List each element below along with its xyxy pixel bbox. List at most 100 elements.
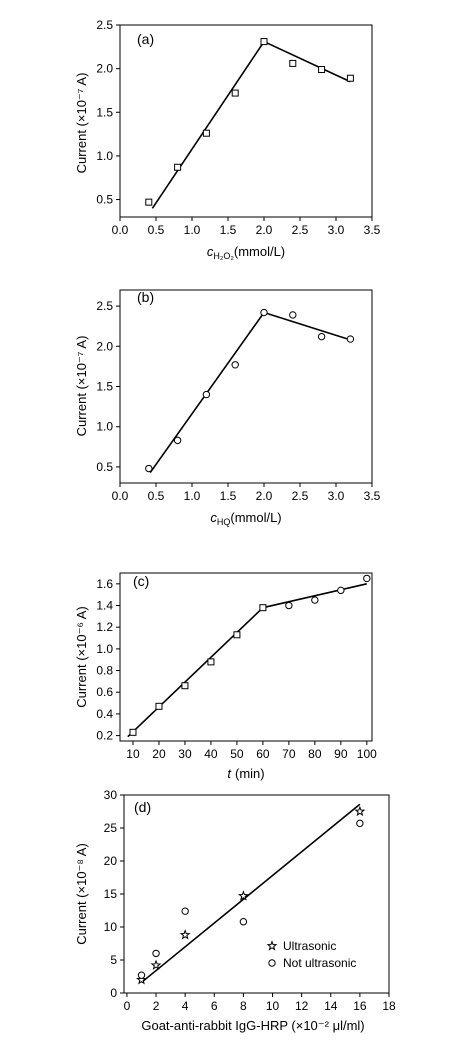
- y-tick-label: 0.5: [96, 460, 113, 474]
- x-tick-label: 3.5: [364, 223, 381, 237]
- y-tick-label: 2.5: [96, 18, 113, 32]
- x-tick-label: 30: [178, 747, 192, 761]
- y-tick-label: 2.0: [96, 339, 113, 353]
- x-tick-label: 2.0: [256, 223, 273, 237]
- data-point: [152, 949, 160, 958]
- y-tick-label: 1.5: [96, 105, 113, 119]
- x-axis-variable: c: [210, 510, 217, 525]
- data-point: [289, 59, 297, 67]
- data-point: [202, 390, 211, 399]
- y-tick-label: 1.2: [96, 620, 113, 634]
- x-tick-label: 70: [282, 747, 296, 761]
- data-point: [346, 335, 355, 343]
- data-point: [356, 819, 364, 828]
- data-point: [179, 929, 191, 940]
- y-tick-label: 5: [110, 953, 117, 967]
- plot-frame: [119, 24, 373, 218]
- x-axis-label: Goat-anti-rabbit IgG-HRP (×10⁻² μl/ml): [141, 1018, 364, 1033]
- data-point: [231, 361, 239, 369]
- chart-panel-4: 0 2 4 6 8 10 12 14 16 18 0 5 10 15 20 25 30 (d) Current (×…: [74, 788, 396, 1033]
- fit-line: [127, 607, 264, 738]
- x-tick-label: 12: [295, 999, 309, 1013]
- y-tick-label: 1.0: [96, 642, 113, 656]
- y-axis-label: Current (×10⁻⁸ A): [74, 843, 89, 945]
- x-tick-label: 2.0: [256, 489, 273, 503]
- y-tick-label: 1.5: [96, 380, 113, 394]
- data-point: [337, 586, 345, 595]
- data-point: [202, 129, 210, 137]
- x-axis-variable: c: [207, 244, 214, 259]
- x-tick-label: 10: [126, 747, 140, 761]
- data-point: [346, 74, 354, 82]
- y-axis-label: Current (×10⁻⁷ A): [74, 336, 89, 437]
- legend: Ultrasonic Not ultrasonic: [266, 939, 356, 970]
- data-point: [173, 436, 182, 445]
- x-tick-label: 3.0: [328, 489, 345, 503]
- data-point: [317, 332, 326, 341]
- x-tick-label: 18: [382, 999, 396, 1013]
- data-point: [181, 682, 189, 690]
- y-axis-label: Current (×10⁻⁷ A): [74, 73, 89, 174]
- data-point: [363, 574, 371, 583]
- data-point: [137, 971, 146, 979]
- legend-label: Ultrasonic: [283, 939, 336, 953]
- y-tick-label: 2.5: [96, 299, 113, 313]
- x-tick-label: 100: [357, 747, 377, 761]
- y-tick-label: 15: [104, 887, 118, 901]
- plot-frame: [119, 289, 373, 484]
- x-tick-label: 2.5: [292, 223, 309, 237]
- data-point: [318, 66, 326, 74]
- legend-label: Not ultrasonic: [283, 956, 356, 970]
- x-axis-subscript: H₂O₂: [213, 251, 234, 261]
- x-axis-unit: (mmol/L): [230, 510, 281, 525]
- fit-line: [263, 311, 351, 341]
- fit-line: [151, 41, 265, 209]
- x-axis-unit: (mmol/L): [234, 244, 285, 259]
- x-axis-unit: Goat-anti-rabbit IgG-HRP (×10⁻² μl/ml): [141, 1018, 364, 1033]
- x-tick-label: 16: [353, 999, 367, 1013]
- x-tick-label: 6: [211, 999, 218, 1013]
- x-axis-unit: (min): [235, 766, 265, 781]
- data-point: [260, 38, 268, 46]
- x-tick-label: 14: [324, 999, 338, 1013]
- x-tick-label: 1.5: [220, 223, 237, 237]
- x-axis-label: t (min): [227, 766, 264, 781]
- data-point: [181, 907, 189, 915]
- data-point: [155, 702, 163, 710]
- data-point: [145, 464, 153, 473]
- data-point: [311, 596, 319, 604]
- data-point: [289, 311, 297, 319]
- x-axis-variable: t: [227, 766, 232, 781]
- data-point: [207, 658, 215, 666]
- panel-label: (c): [133, 573, 149, 589]
- y-tick-label: 1.4: [96, 599, 113, 613]
- y-tick-label: 1.0: [96, 420, 113, 434]
- chart-panel-2: 0.0 0.5 1.0 1.5 2.0 2.5 3.0 3.5 0.5 1.0 1.5 2.0 2.5 (…: [74, 289, 381, 527]
- x-axis-subscript: HQ: [217, 517, 231, 527]
- x-tick-label: 4: [182, 999, 189, 1013]
- plot-frame: [119, 572, 373, 742]
- data-point: [150, 959, 162, 970]
- x-tick-label: 1.0: [184, 489, 201, 503]
- x-tick-label: 0: [124, 999, 131, 1013]
- y-tick-label: 10: [104, 920, 118, 934]
- x-tick-label: 0.0: [112, 223, 129, 237]
- y-tick-label: 0: [110, 986, 117, 1000]
- data-point: [174, 163, 182, 171]
- y-tick-label: 1.6: [96, 577, 113, 591]
- y-tick-label: 0.5: [96, 193, 113, 207]
- x-tick-label: 90: [334, 747, 348, 761]
- data-point: [145, 198, 153, 206]
- fit-line: [262, 583, 367, 609]
- x-tick-label: 50: [230, 747, 244, 761]
- data-point: [259, 604, 267, 612]
- x-tick-label: 0.5: [148, 489, 165, 503]
- x-axis-label: cH₂O₂(mmol/L): [207, 244, 285, 261]
- x-tick-label: 2.5: [292, 489, 309, 503]
- y-tick-label: 25: [104, 821, 118, 835]
- y-tick-label: 0.6: [96, 685, 113, 699]
- x-tick-label: 10: [266, 999, 280, 1013]
- data-point: [354, 805, 366, 817]
- y-tick-label: 2.0: [96, 62, 113, 76]
- data-point: [129, 728, 137, 736]
